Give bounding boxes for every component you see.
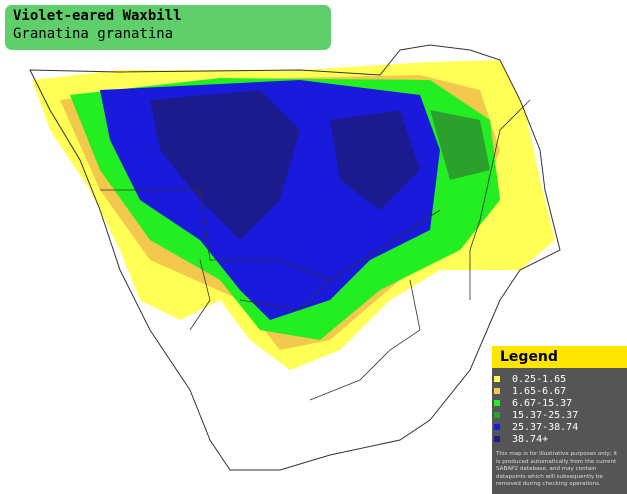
legend-swatch	[494, 400, 500, 406]
coverage-darkblue	[150, 90, 420, 240]
legend-swatch	[494, 436, 500, 442]
legend-swatch	[494, 388, 500, 394]
legend-label: 38.74+	[512, 433, 549, 445]
legend-swatch	[494, 412, 500, 418]
country-outline	[29, 44, 561, 471]
legend-entry: 15.37-25.37	[494, 409, 627, 421]
border-lines	[100, 99, 531, 401]
legend-swatch	[494, 376, 500, 382]
legend-entry: 1.65-6.67	[494, 385, 627, 397]
disclaimer: This map is for illustrative purposes on…	[496, 451, 618, 488]
legend-label: 1.65-6.67	[512, 385, 567, 397]
legend-entry: 6.67-15.37	[494, 397, 627, 409]
legend: Legend 0.25-1.65 1.65-6.67 6.67-15.37 15.37…	[492, 346, 627, 494]
title-box: Violet-eared Waxbill Granatina granatina	[5, 5, 331, 50]
legend-title: Legend	[492, 346, 627, 368]
legend-label: 0.25-1.65	[512, 373, 567, 385]
legend-label: 25.37-38.74	[512, 421, 579, 433]
legend-swatch	[494, 424, 500, 430]
legend-entry: 0.25-1.65	[494, 373, 627, 385]
legend-entry: 25.37-38.74	[494, 421, 627, 433]
legend-label: 6.67-15.37	[512, 397, 573, 409]
title: Violet-eared Waxbill	[13, 8, 182, 24]
legend-label: 15.37-25.37	[512, 409, 579, 421]
legend-entry: 38.74+	[494, 433, 627, 445]
legend-entries: 0.25-1.65 1.65-6.67 6.67-15.37 15.37-25.37 2…	[492, 368, 627, 445]
subtitle: Granatina granatina	[13, 26, 174, 42]
